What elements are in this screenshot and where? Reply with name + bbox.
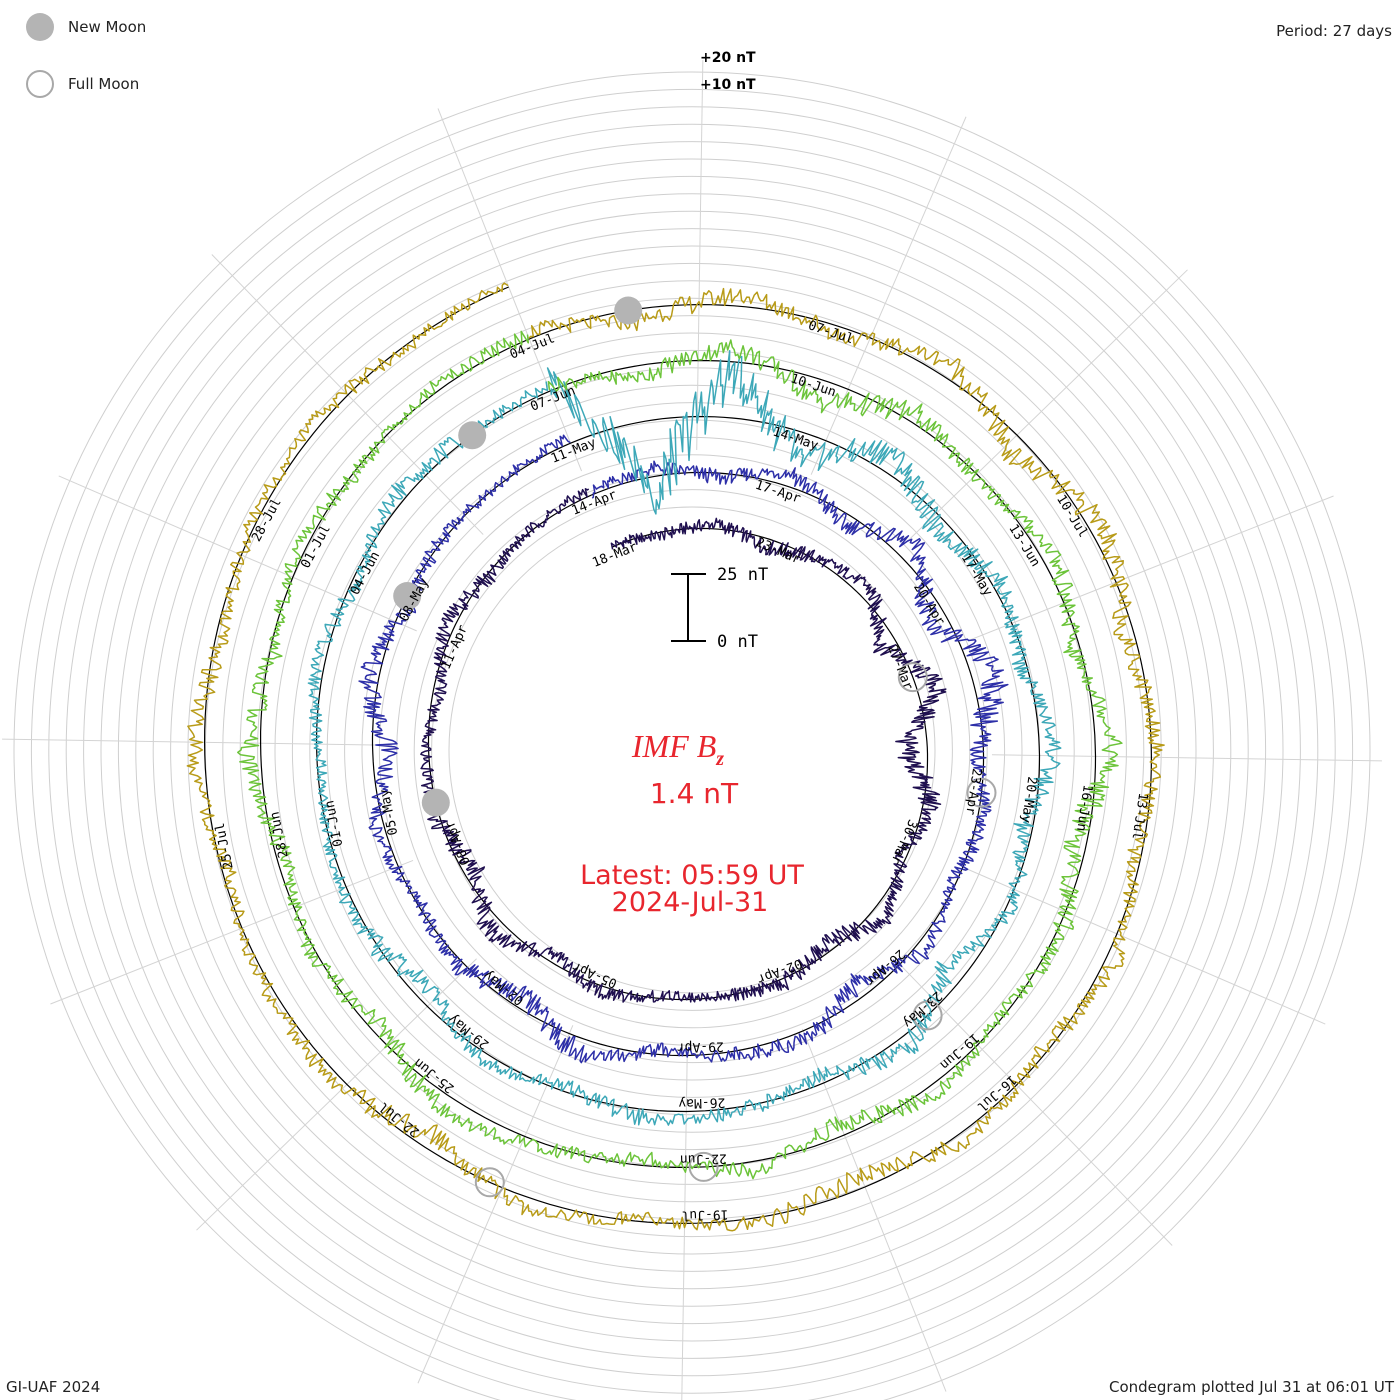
grid-spoke [991, 754, 1382, 762]
series-trace-rotation-2 [358, 434, 1009, 1064]
center-title: IMF Bz [631, 728, 724, 770]
date-label: 01-Jun [322, 799, 346, 848]
grid-ring [378, 436, 1006, 1064]
grid-ring [431, 489, 953, 1011]
center-value: 1.4 nT [650, 777, 739, 810]
full-moon-marker [474, 1167, 505, 1198]
date-label: 16-Jun [1073, 784, 1095, 833]
grid-spoke [801, 1028, 947, 1392]
data-traces [186, 282, 1165, 1232]
grid-spoke [970, 495, 1334, 641]
scale-label-plus20: +20 nT [700, 50, 756, 66]
date-label: 13-Jul [1129, 792, 1151, 841]
date-label: 22-Jul [376, 1098, 422, 1139]
date-label: 29-Apr [676, 1038, 724, 1054]
new-moon-marker [421, 788, 450, 817]
grid-ring [65, 123, 1319, 1377]
center-latest-date: 2024-Jul-31 [612, 887, 769, 918]
grid-ring [309, 367, 1075, 1133]
date-label: 22-Jun [680, 1150, 727, 1166]
date-label: 19-Jun [937, 1030, 982, 1072]
new-moon-marker [614, 296, 643, 325]
series-trace-rotation-5 [186, 282, 1165, 1232]
full-moon-marker [912, 1000, 943, 1031]
scale-label-plus10: +10 nT [700, 77, 756, 93]
center-title-main: IMF B [631, 728, 716, 764]
full-moon-marker [966, 777, 997, 808]
date-label: 26-Apr [862, 946, 907, 989]
date-label: 23-Apr [962, 767, 984, 816]
grid-spoke [696, 60, 704, 451]
grid-ring [135, 193, 1249, 1307]
date-label: 23-Mar [753, 535, 802, 567]
series-trace-rotation-4 [237, 330, 1123, 1180]
full-moon-marker [897, 662, 928, 693]
new-moon-icon [26, 13, 54, 41]
grid-ring [170, 228, 1214, 1272]
grid-ring [152, 210, 1232, 1290]
grid-ring [83, 141, 1301, 1359]
date-label: 19-Jul [681, 1206, 728, 1222]
full-moon-marker [688, 1151, 719, 1182]
date-label: 28-Jul [249, 496, 285, 544]
series-trace-rotation-1 [420, 488, 947, 1003]
period-label: Period: 27 days [1276, 22, 1392, 40]
grid-spoke [907, 269, 1188, 542]
grid-ring [31, 89, 1353, 1400]
grid-ring [257, 315, 1127, 1185]
scale-bar-top-label: 25 nT [717, 565, 768, 585]
center-title-sub: z [715, 748, 724, 770]
grid-spoke [196, 958, 477, 1231]
legend-new-moon: New Moon [26, 13, 146, 41]
grid-ring [13, 71, 1371, 1400]
grid-spoke [50, 859, 414, 1005]
grid-ring [48, 106, 1336, 1394]
scale-bar-bottom-label: 0 nT [717, 632, 758, 652]
grid-spoke [2, 738, 393, 746]
footer-plot-time: Condegram plotted Jul 31 at 06:01 UT [1108, 1378, 1394, 1396]
date-label: 02-May [481, 967, 527, 1008]
baseline-rotation-4 [260, 338, 1097, 1168]
moon-markers [393, 296, 997, 1198]
grid-ring [396, 454, 988, 1046]
new-moon-marker [458, 421, 487, 450]
full-moon-icon [26, 70, 54, 98]
date-label: 01-Jul [298, 523, 334, 571]
legend-new-moon-label: New Moon [68, 18, 147, 36]
grid-spoke [437, 108, 583, 472]
grid-spoke [967, 868, 1326, 1025]
date-label: 30-Mar [887, 817, 919, 866]
date-label: 28-Jun [268, 810, 292, 859]
grid-spoke [810, 116, 967, 475]
date-label: 08-Apr [442, 818, 473, 867]
date-label: 26-May [678, 1094, 726, 1110]
grid-spoke [900, 965, 1173, 1246]
grid-spoke [681, 1049, 688, 1400]
grid-ring [291, 349, 1093, 1151]
scale-bar: 25 nT 0 nT [671, 565, 768, 652]
new-moon-marker [393, 582, 422, 610]
grid-rings [13, 71, 1371, 1400]
legend-full-moon-label: Full Moon [68, 75, 140, 93]
baseline-rotation-1 [427, 494, 929, 1001]
grid-ring [187, 245, 1197, 1255]
grid-ring [117, 175, 1267, 1325]
date-label: 07-Jul [806, 318, 855, 347]
legend-full-moon: Full Moon [26, 70, 139, 98]
date-label: 10-Jun [788, 371, 837, 400]
footer-credit: GI-UAF 2024 [6, 1378, 101, 1396]
grid-ring [326, 384, 1058, 1116]
center-latest-time: Latest: 05:59 UT [580, 860, 804, 891]
series-trace-rotation-3 [307, 349, 1062, 1126]
date-label: 27-Mar [884, 643, 915, 692]
date-label: 20-May [1018, 775, 1040, 824]
grid-ring [204, 262, 1180, 1238]
zero-baselines [203, 286, 1153, 1225]
date-label: 18-Mar [590, 540, 639, 571]
grid-ring [100, 158, 1284, 1342]
